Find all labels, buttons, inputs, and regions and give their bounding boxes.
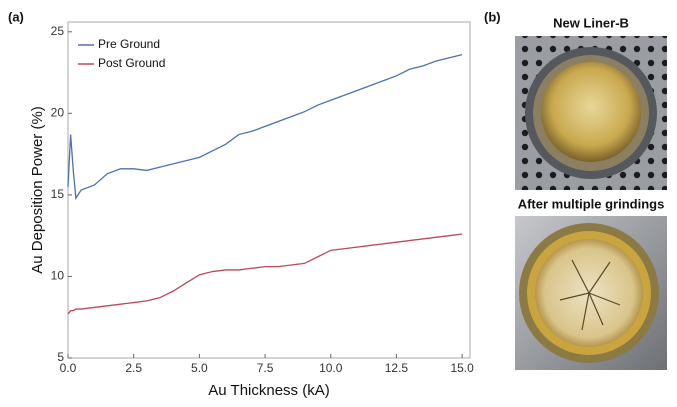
- series-line: [67, 53, 463, 201]
- series-line: [67, 233, 463, 315]
- panel-label: (b): [484, 9, 501, 24]
- x-tick-label: 2.5: [125, 361, 142, 375]
- plot-frame: [67, 21, 471, 359]
- y-axis-title: Au Deposition Power (%): [29, 106, 46, 274]
- photo: [515, 216, 667, 370]
- legend-label: Post Ground: [98, 56, 165, 70]
- y-tick-label: 15: [51, 187, 65, 201]
- photo-caption: After multiple grindings: [518, 196, 665, 211]
- x-axis-title: Au Thickness (kA): [208, 382, 329, 399]
- x-tick-label: 7.5: [257, 361, 274, 375]
- y-tick-label: 25: [51, 24, 65, 38]
- y-tick-label: 5: [57, 350, 64, 364]
- x-tick-label: 0.0: [60, 361, 77, 375]
- legend-label: Pre Ground: [98, 37, 160, 51]
- photo: [515, 36, 667, 190]
- photo-caption: New Liner-B: [553, 15, 629, 30]
- x-tick-label: 15.0: [450, 361, 474, 375]
- y-tick-label: 20: [51, 106, 65, 120]
- x-tick-label: 12.5: [385, 361, 409, 375]
- y-tick-label: 10: [51, 269, 65, 283]
- x-tick-label: 5.0: [191, 361, 208, 375]
- panel-label: (a): [8, 9, 24, 24]
- x-tick-label: 10.0: [319, 361, 343, 375]
